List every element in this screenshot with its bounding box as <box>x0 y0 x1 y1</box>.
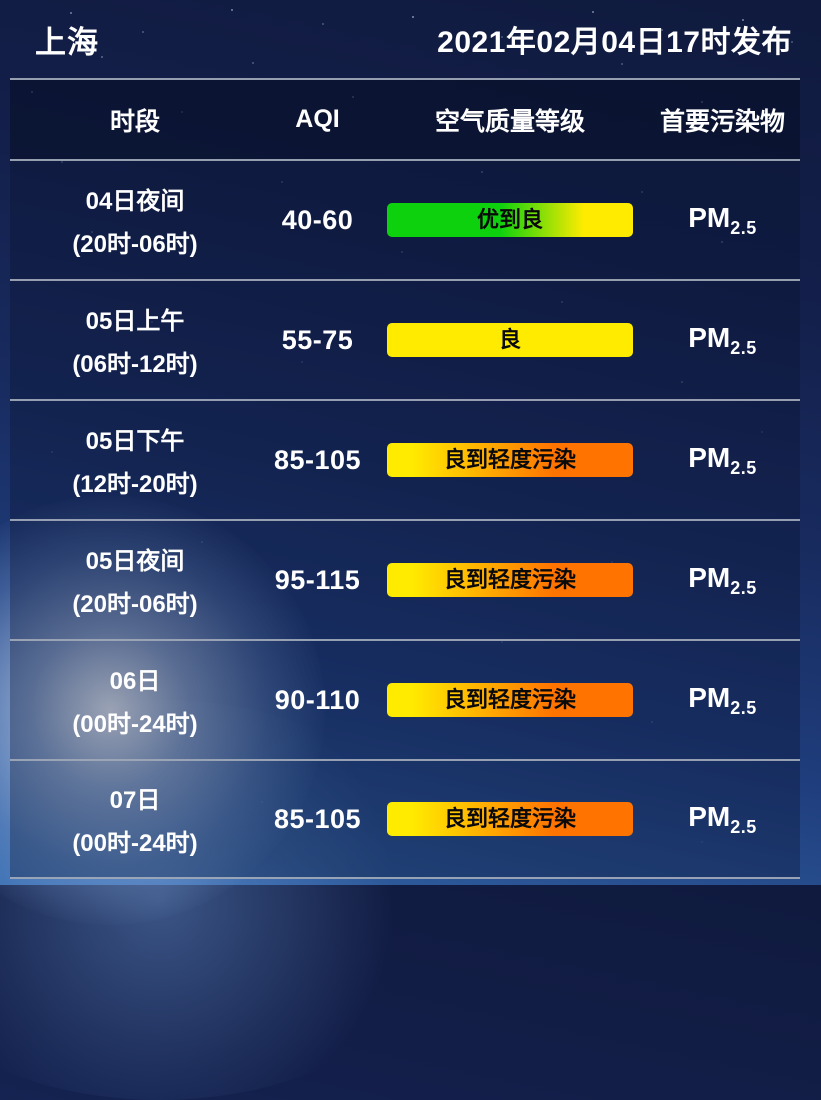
level-cell: 优到良 <box>375 203 645 237</box>
period-label: 06日 <box>109 668 161 695</box>
publish-timestamp: 2021年02月04日17时发布 <box>437 26 792 59</box>
pollutant-name: PM <box>688 561 731 593</box>
pollutant-subscript: 2.5 <box>730 816 757 837</box>
aqi-forecast-bulletin: 上海 2021年02月04日17时发布 时段 AQI 空气质量等级 首要污染物 … <box>0 0 821 879</box>
table-row: 07日 (00时-24时) 85-105 良到轻度污染 PM2.5 <box>10 761 800 877</box>
pollutant-name: PM <box>688 201 731 233</box>
level-cell: 良到轻度污染 <box>375 802 645 836</box>
period-label: 04日夜间 <box>85 188 185 215</box>
level-cell: 良到轻度污染 <box>375 683 645 717</box>
period-cell: 05日夜间 (20时-06时) <box>10 541 260 619</box>
level-cell: 良 <box>375 323 645 357</box>
period-cell: 05日下午 (12时-20时) <box>10 421 260 499</box>
pollutant-value: PM2.5 <box>645 562 800 599</box>
period-hours: (20时-06时) <box>72 231 198 258</box>
aqi-level-badge: 良到轻度污染 <box>387 683 633 717</box>
pollutant-name: PM <box>688 321 731 353</box>
city-name: 上海 <box>35 24 99 60</box>
table-row: 05日夜间 (20时-06时) 95-115 良到轻度污染 PM2.5 <box>10 521 800 641</box>
aqi-level-badge: 良到轻度污染 <box>387 563 633 597</box>
pollutant-value: PM2.5 <box>645 202 800 239</box>
pollutant-subscript: 2.5 <box>730 457 757 478</box>
aqi-value: 90-110 <box>274 684 361 715</box>
pollutant-subscript: 2.5 <box>730 577 757 598</box>
period-cell: 06日 (00时-24时) <box>10 661 260 739</box>
period-hours: (20时-06时) <box>72 591 198 618</box>
table-row: 05日下午 (12时-20时) 85-105 良到轻度污染 PM2.5 <box>10 401 800 521</box>
period-label: 05日上午 <box>85 308 185 335</box>
aqi-value: 85-105 <box>273 444 362 475</box>
table-row: 05日上午 (06时-12时) 55-75 良 PM2.5 <box>10 281 800 401</box>
aqi-level-badge: 优到良 <box>387 203 633 237</box>
column-header-period: 时段 <box>109 107 160 136</box>
aqi-value: 85-105 <box>273 803 362 834</box>
level-cell: 良到轻度污染 <box>375 563 645 597</box>
pollutant-name: PM <box>688 681 731 713</box>
pollutant-value: PM2.5 <box>645 801 800 838</box>
aqi-level-badge: 良到轻度污染 <box>387 802 633 836</box>
period-hours: (12时-20时) <box>72 471 198 498</box>
pollutant-subscript: 2.5 <box>730 337 757 358</box>
period-cell: 05日上午 (06时-12时) <box>10 301 260 379</box>
pollutant-subscript: 2.5 <box>730 217 757 238</box>
pollutant-value: PM2.5 <box>645 682 800 719</box>
pollutant-value: PM2.5 <box>645 322 800 359</box>
aqi-level-badge: 良到轻度污染 <box>387 443 633 477</box>
table-body: 04日夜间 (20时-06时) 40-60 优到良 PM2.5 05日上午 (0… <box>10 161 800 877</box>
aqi-value: 95-115 <box>274 564 361 595</box>
period-label: 05日下午 <box>85 428 185 455</box>
aqi-level-badge: 良 <box>387 323 633 357</box>
period-label: 05日夜间 <box>85 548 185 575</box>
pollutant-value: PM2.5 <box>645 442 800 479</box>
title-bar: 上海 2021年02月04日17时发布 <box>0 0 821 78</box>
pollutant-name: PM <box>688 441 731 473</box>
column-header-aqi: AQI <box>295 105 340 133</box>
column-header-level: 空气质量等级 <box>434 107 585 136</box>
period-cell: 04日夜间 (20时-06时) <box>10 181 260 259</box>
period-label: 07日 <box>109 787 161 814</box>
period-hours: (06时-12时) <box>72 351 198 378</box>
period-hours: (00时-24时) <box>72 830 198 857</box>
column-header-pollutant: 首要污染物 <box>659 107 785 136</box>
table-row: 06日 (00时-24时) 90-110 良到轻度污染 PM2.5 <box>10 641 800 761</box>
level-cell: 良到轻度污染 <box>375 443 645 477</box>
pollutant-name: PM <box>688 800 731 832</box>
aqi-value: 55-75 <box>281 324 354 355</box>
pollutant-subscript: 2.5 <box>730 697 757 718</box>
aqi-value: 40-60 <box>281 204 354 235</box>
period-hours: (00时-24时) <box>72 711 198 738</box>
forecast-table: 时段 AQI 空气质量等级 首要污染物 04日夜间 (20时-06时) 40-6… <box>10 78 800 879</box>
table-header-row: 时段 AQI 空气质量等级 首要污染物 <box>10 80 800 161</box>
table-row: 04日夜间 (20时-06时) 40-60 优到良 PM2.5 <box>10 161 800 281</box>
period-cell: 07日 (00时-24时) <box>10 780 260 858</box>
